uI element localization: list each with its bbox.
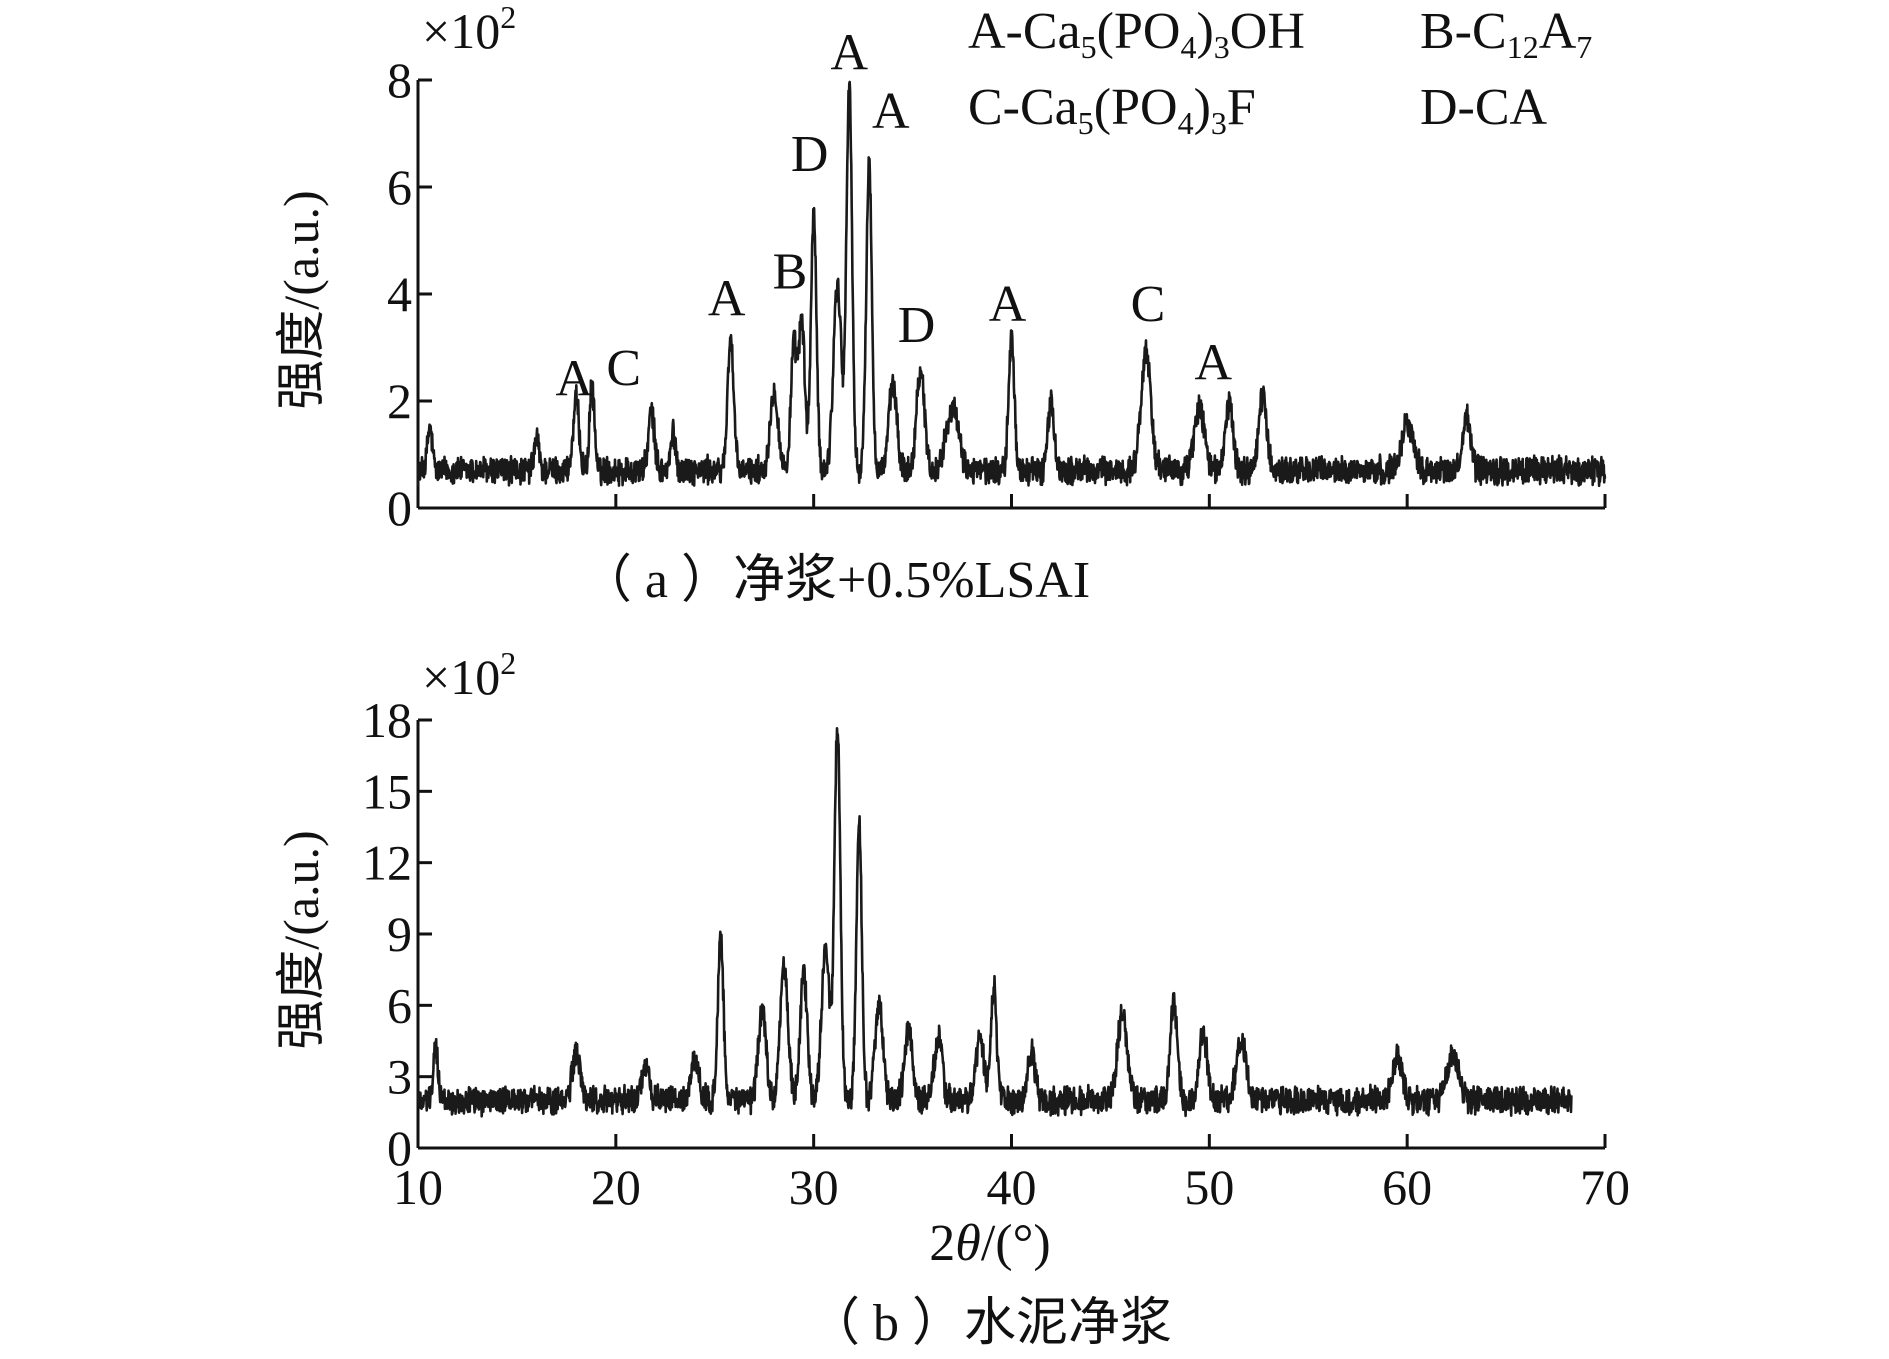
y-tick-label: 3	[387, 1049, 412, 1105]
peak-label: A	[1195, 335, 1233, 392]
panel-a-y-multiplier: ×102	[422, 0, 516, 59]
panel-a-y-axis-label: 强度/(a.u.)	[273, 190, 329, 409]
panel-b-axes: 0 3 6 9 12 15 18 10 20 30 40 50 60 70	[362, 692, 1630, 1215]
legend: A-Ca5(PO4)3OH B-C12A7 C-Ca5(PO4)3F D-CA	[968, 3, 1592, 141]
peak-label: A	[708, 270, 746, 327]
y-tick-label: 4	[387, 266, 412, 322]
x-tick-label: 20	[591, 1159, 641, 1215]
y-tick-label: 9	[387, 906, 412, 962]
peak-label: A	[872, 83, 910, 140]
y-tick-label: 2	[387, 373, 412, 429]
peak-label: A	[556, 351, 594, 408]
x-tick-label: 10	[393, 1159, 443, 1215]
y-tick-label: 6	[387, 159, 412, 215]
y-tick-label: 15	[362, 763, 412, 819]
peak-label: C	[1131, 276, 1166, 333]
x-tick-label: 40	[987, 1159, 1037, 1215]
legend-entry-c: C-Ca5(PO4)3F	[968, 79, 1256, 141]
y-tick-label: 18	[362, 692, 412, 748]
panel-b-y-axis-label: 强度/(a.u.)	[273, 830, 329, 1049]
y-tick-label: 12	[362, 835, 412, 891]
legend-entry-b: B-C12A7	[1420, 3, 1592, 65]
peak-label: D	[791, 126, 829, 183]
panel-a-caption: （ a ）净浆+0.5%LSAI	[580, 552, 1090, 609]
peak-label: D	[898, 297, 936, 354]
x-tick-label: 70	[1580, 1159, 1630, 1215]
x-tick-label: 50	[1184, 1159, 1234, 1215]
y-tick-label: 0	[387, 1120, 412, 1176]
panel-b-xrd-trace	[416, 727, 1573, 1118]
panel-b-caption: （ b ）水泥净浆	[808, 1295, 1172, 1352]
panel-a-xrd-trace	[416, 80, 1607, 488]
peak-label: C	[606, 340, 641, 397]
y-tick-label: 0	[387, 480, 412, 536]
legend-entry-a: A-Ca5(PO4)3OH	[968, 3, 1305, 65]
panel-b-x-axis-label: 2θ/(°)	[929, 1215, 1050, 1272]
peak-label: A	[989, 276, 1027, 333]
legend-entry-d: D-CA	[1420, 79, 1548, 136]
peak-label: B	[773, 244, 808, 301]
panel-b-y-multiplier: ×102	[422, 645, 516, 705]
y-tick-label: 6	[387, 977, 412, 1033]
panel-a-axes: 0 2 4 6 8	[387, 52, 1607, 536]
y-tick-label: 8	[387, 52, 412, 108]
x-tick-label: 60	[1382, 1159, 1432, 1215]
peak-label: A	[830, 24, 868, 81]
x-tick-label: 30	[789, 1159, 839, 1215]
